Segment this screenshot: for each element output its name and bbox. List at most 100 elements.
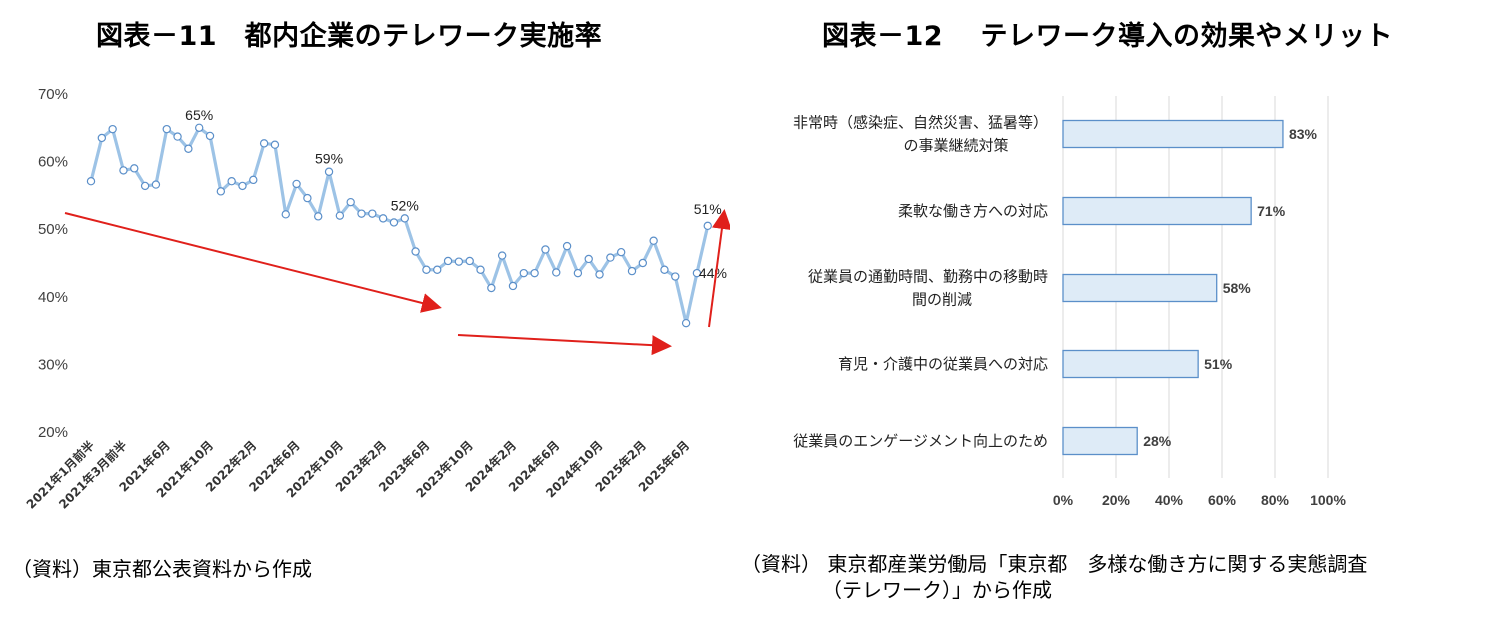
data-point <box>184 144 193 153</box>
bar <box>1062 426 1138 456</box>
data-point <box>573 268 583 278</box>
data-point <box>249 175 258 185</box>
data-point <box>584 254 593 264</box>
data-point <box>638 258 648 268</box>
figure-11-title: 図表－11 都内企業のテレワーク実施率 <box>96 21 603 52</box>
trend-arrows <box>64 209 730 356</box>
data-point <box>216 187 226 196</box>
data-point <box>616 247 626 257</box>
category-label-line: 間の削減 <box>912 291 972 309</box>
category-label-line: 従業員の通勤時間、勤務中の移動時 <box>808 268 1048 286</box>
data-point <box>400 214 409 223</box>
data-label: 44% <box>699 265 727 281</box>
data-point <box>238 181 247 191</box>
data-point <box>606 253 615 262</box>
data-point <box>595 270 604 279</box>
data-point <box>357 209 366 218</box>
data-point <box>292 179 301 189</box>
x-tick-label: 40% <box>1155 492 1184 508</box>
data-point <box>541 245 550 254</box>
data-point <box>151 180 161 189</box>
data-point <box>681 318 691 328</box>
category-label: 従業員の通勤時間、勤務中の移動時間の削減 <box>808 268 1048 309</box>
category-label: 柔軟な働き方への対応 <box>898 202 1048 220</box>
x-tick-label: 0% <box>1053 492 1074 508</box>
bar-value-label: 28% <box>1143 433 1172 449</box>
data-label: 59% <box>315 151 343 167</box>
data-point <box>530 268 539 278</box>
category-label-line: の事業継続対策 <box>903 137 1008 155</box>
data-point <box>173 132 182 141</box>
category-label-line: 育児・介護中の従業員への対応 <box>838 355 1048 373</box>
figure-11-source: （資料）東京都公表資料から作成 <box>12 557 312 581</box>
data-point <box>97 133 107 143</box>
up-trend-arrow <box>708 209 730 328</box>
category-label-line: 従業員のエンゲージメント向上のため <box>793 432 1048 450</box>
bar-value-label: 71% <box>1257 203 1286 219</box>
data-point <box>465 256 474 266</box>
bar <box>1062 119 1284 149</box>
data-point <box>108 124 117 134</box>
data-point <box>314 212 323 221</box>
data-point <box>86 177 96 186</box>
data-point <box>140 181 150 191</box>
category-label: 非常時（感染症、自然災害、猛暑等） の事業継続対策 <box>793 114 1048 155</box>
data-point <box>692 268 702 278</box>
bar-value-label: 51% <box>1204 356 1233 372</box>
y-tick-label: 50% <box>38 221 68 238</box>
data-point <box>649 236 658 245</box>
y-tick-label: 60% <box>38 154 68 171</box>
figure-12-source-line1: （資料） 東京都産業労働局「東京都 多様な働き方に関する実態調査 <box>741 552 1368 576</box>
data-point <box>552 268 561 277</box>
data-point <box>303 193 312 203</box>
down-trend-arrow-2 <box>457 334 672 356</box>
data-point <box>562 241 572 251</box>
telework-benefits-bar-chart: 非常時（感染症、自然災害、猛暑等） の事業継続対策柔軟な働き方への対応従業員の通勤… <box>793 96 1346 508</box>
data-point <box>194 123 204 133</box>
data-point <box>454 257 464 266</box>
down-trend-arrow-1 <box>64 212 442 313</box>
bar <box>1062 196 1252 226</box>
x-tick-label: 100% <box>1310 492 1346 508</box>
figure-12-title: 図表－12 テレワーク導入の効果やメリット <box>822 21 1393 52</box>
data-point <box>205 131 215 141</box>
data-point <box>259 139 269 148</box>
data-point <box>497 251 507 260</box>
data-point <box>227 177 236 186</box>
data-point <box>660 265 669 274</box>
data-label: 52% <box>391 197 419 213</box>
data-point <box>270 140 280 149</box>
data-point <box>130 164 139 173</box>
x-tick-label: 60% <box>1208 492 1237 508</box>
data-point <box>671 272 680 281</box>
bar <box>1062 349 1199 379</box>
data-point <box>443 256 453 266</box>
data-point <box>627 266 637 276</box>
data-label: 65% <box>185 107 213 123</box>
data-point <box>487 283 496 293</box>
data-point <box>281 210 290 219</box>
y-tick-label: 70% <box>38 86 68 103</box>
data-point <box>508 281 518 291</box>
data-point <box>389 218 399 227</box>
category-label-line: 非常時（感染症、自然災害、猛暑等） <box>793 114 1048 132</box>
data-point <box>476 265 485 274</box>
y-tick-label: 20% <box>38 424 68 441</box>
data-point <box>433 265 442 274</box>
data-point <box>162 124 171 134</box>
x-tick-label: 20% <box>1102 492 1131 508</box>
data-point <box>703 221 712 231</box>
x-tick-label: 80% <box>1261 492 1290 508</box>
bar-value-label: 83% <box>1289 126 1318 142</box>
telework-rate-series-line <box>89 126 710 325</box>
data-point <box>378 214 388 223</box>
data-point <box>119 166 128 175</box>
data-point <box>346 197 355 207</box>
category-label-line: 柔軟な働き方への対応 <box>898 202 1048 220</box>
figure-12-source-line2: （テレワーク）」から作成 <box>822 578 1052 602</box>
y-tick-label: 40% <box>38 289 68 306</box>
data-point <box>335 211 345 220</box>
category-label: 従業員のエンゲージメント向上のため <box>793 432 1048 450</box>
y-tick-label: 30% <box>38 356 68 373</box>
data-point <box>324 167 334 176</box>
